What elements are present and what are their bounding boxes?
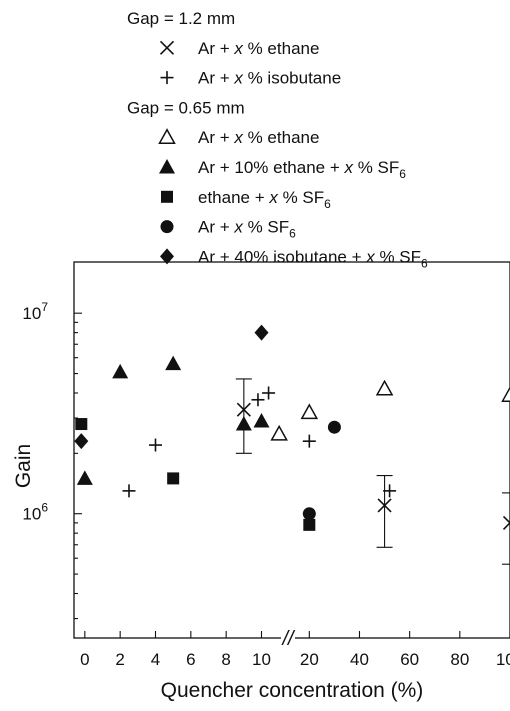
data-point-triangle-open — [300, 403, 319, 420]
data-point-cross — [502, 515, 510, 530]
x-axis: 0 2 4 6 8 10 20 40 60 80 100 // — [80, 628, 510, 669]
legend-marker-triangle-open — [158, 128, 176, 144]
data-point-triangle-open — [270, 424, 288, 441]
y-tick-label: 107 — [22, 300, 48, 323]
data-point-circle — [302, 507, 316, 521]
data-point-plus — [383, 484, 397, 498]
legend-entry-label: Ar + x % ethane — [198, 128, 319, 147]
data-point-triangle-filled — [112, 363, 129, 379]
x-tick-label: 100 — [496, 650, 510, 669]
legend-entry-label: ethane + x % SF6 — [198, 188, 331, 211]
axis-break-marker: // — [280, 628, 296, 650]
data-point-diamond — [254, 324, 269, 341]
data-point-plus — [149, 438, 162, 452]
legend: Gap = 1.2 mm Ar + x % ethane Ar + x % isob… — [127, 9, 428, 270]
y-tick-label: 106 — [22, 501, 48, 524]
legend-entry-label: Ar + x % SF6 — [198, 218, 296, 241]
y-axis-label: Gain — [12, 444, 35, 488]
x-tick-label: 8 — [221, 650, 230, 669]
data-point-triangle-filled — [235, 416, 252, 431]
x-tick-label: 10 — [252, 650, 271, 669]
legend-group-header: Gap = 1.2 mm — [127, 9, 235, 28]
data-point-triangle-filled — [165, 355, 182, 371]
data-point-square — [167, 472, 180, 485]
x-tick-label: 4 — [151, 650, 160, 669]
data-point-cross — [377, 498, 392, 513]
legend-marker-circle — [160, 220, 174, 234]
legend-marker-square — [161, 190, 173, 203]
x-tick-label: 60 — [400, 650, 419, 669]
data-point-diamond — [74, 433, 89, 450]
data-point-circle — [327, 420, 341, 434]
data-point-plus — [262, 386, 276, 400]
data-point-square — [303, 518, 316, 531]
x-tick-label: 6 — [186, 650, 195, 669]
legend-marker-diamond — [160, 248, 174, 265]
x-tick-label: 80 — [450, 650, 469, 669]
legend-entry-label: Ar + 40% isobutane + x % SF6 — [198, 247, 428, 270]
data-points — [74, 324, 510, 565]
legend-marker-cross — [159, 40, 175, 55]
x-tick-label: 20 — [300, 650, 319, 669]
data-point-triangle-open — [501, 386, 510, 402]
axis-break-gap — [281, 628, 295, 648]
plot-area-frame — [73, 261, 510, 639]
data-point-plus — [251, 393, 265, 407]
legend-marker-triangle-filled — [159, 159, 175, 174]
x-tick-label: 2 — [115, 650, 124, 669]
data-point-cross — [236, 402, 251, 417]
data-point-triangle-filled — [76, 470, 93, 485]
x-axis-label: Quencher concentration (%) — [161, 679, 424, 702]
data-point-triangle-filled — [253, 412, 270, 428]
data-point-square — [75, 418, 88, 431]
data-point-plus — [302, 434, 316, 448]
legend-marker-plus — [160, 71, 174, 85]
legend-entry-label: Ar + x % isobutane — [198, 69, 341, 88]
legend-entry-label: Ar + x % ethane — [198, 39, 319, 58]
x-tick-label: 0 — [80, 650, 89, 669]
data-point-plus — [122, 484, 136, 498]
y-axis: 106 107 — [22, 300, 82, 620]
x-tick-label: 40 — [350, 650, 369, 669]
legend-entry-label: Ar + 10% ethane + x % SF6 — [198, 158, 406, 181]
legend-group-header: Gap = 0.65 mm — [127, 98, 245, 117]
data-point-triangle-open — [375, 379, 394, 396]
